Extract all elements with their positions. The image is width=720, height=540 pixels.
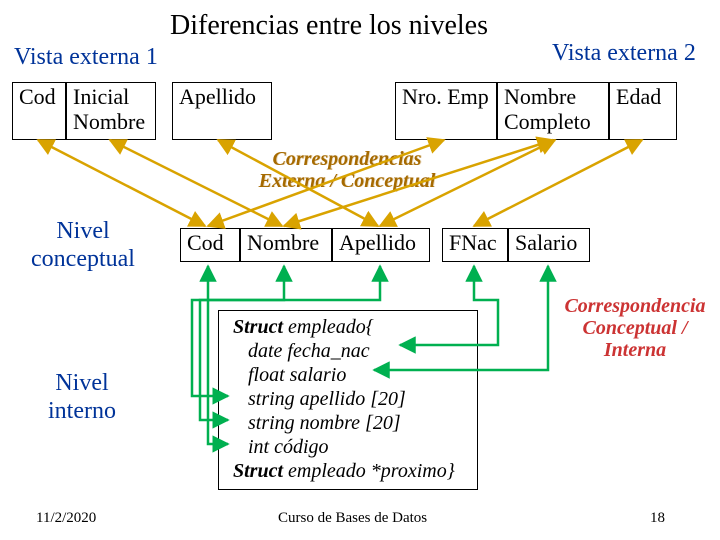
struct-line-3: float salario xyxy=(233,363,467,387)
concept-col-apellido: Apellido xyxy=(332,228,430,262)
concept-col-nombre: Nombre xyxy=(240,228,332,262)
struct-line-4: string apellido [20] xyxy=(233,387,467,411)
struct-line-6: int código xyxy=(233,435,467,459)
concept-col-fnac: FNac xyxy=(442,228,508,262)
ext2-col-edad: Edad xyxy=(609,82,677,140)
nivel-conceptual-label: Nivel conceptual xyxy=(18,218,148,273)
ext2-col-nombre-completo: Nombre Completo xyxy=(497,82,609,140)
corr1-line2: Externa / Conceptual xyxy=(259,170,436,192)
nivel-interno-label: Nivel interno xyxy=(32,370,132,425)
ext1-col-inicial-nombre: Inicial Nombre xyxy=(66,82,156,140)
footer-center: Curso de Bases de Datos xyxy=(278,510,427,527)
footer-date: 11/2/2020 xyxy=(36,510,96,527)
struct-line-1: Struct empleado{ xyxy=(233,315,467,339)
ext2-col-nroemp: Nro. Emp xyxy=(395,82,497,140)
corr2-line1: Correspondencia xyxy=(564,295,705,317)
struct-box: Struct empleado{ date fecha_nac float sa… xyxy=(218,310,478,490)
corr-ext-conceptual-label: Correspondencias Externa / Conceptual xyxy=(232,148,462,192)
corr1-line1: Correspondencias xyxy=(273,148,422,170)
vista-externa-1-label: Vista externa 1 xyxy=(14,44,158,71)
corr2-line3: Interna xyxy=(604,339,666,361)
concept-col-salario: Salario xyxy=(508,228,590,262)
ext1-col-apellido: Apellido xyxy=(172,82,272,140)
struct-line-2: date fecha_nac xyxy=(233,339,467,363)
ext1-col-cod: Cod xyxy=(12,82,66,140)
struct-line-5: string nombre [20] xyxy=(233,411,467,435)
concept-col-cod: Cod xyxy=(180,228,240,262)
footer-page: 18 xyxy=(650,510,665,527)
slide: Diferencias entre los niveles Vista exte… xyxy=(0,0,720,540)
corr2-line2: Conceptual / xyxy=(582,317,687,339)
vista-externa-2-label: Vista externa 2 xyxy=(552,40,696,67)
slide-title: Diferencias entre los niveles xyxy=(170,10,488,42)
corr-conceptual-interna-label: Correspondencia Conceptual / Interna xyxy=(550,295,720,361)
struct-line-7: Struct empleado *proximo} xyxy=(233,459,467,483)
